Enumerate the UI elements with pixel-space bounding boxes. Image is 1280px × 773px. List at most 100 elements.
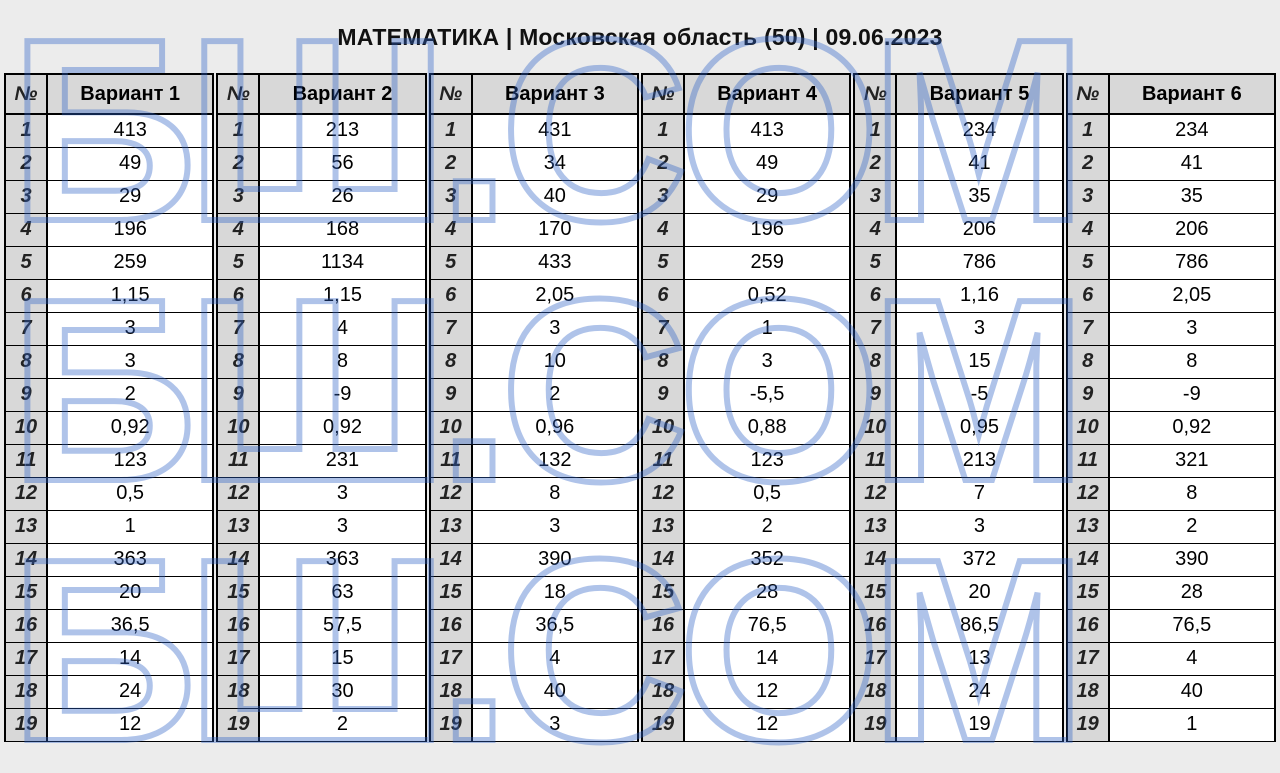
column-header-number: № xyxy=(1067,74,1109,114)
table-row: 11123 xyxy=(5,444,213,477)
table-row: 100,95 xyxy=(854,411,1062,444)
row-number: 3 xyxy=(1067,180,1109,213)
row-number: 19 xyxy=(642,708,684,741)
variant-block: №Вариант 512342413354206578661,16738159-… xyxy=(853,73,1063,742)
table-row: 127 xyxy=(854,477,1062,510)
row-value: 28 xyxy=(684,576,850,609)
row-value: 390 xyxy=(1109,543,1275,576)
table-row: 128 xyxy=(1067,477,1275,510)
table-row: 11321 xyxy=(1067,444,1275,477)
row-value: 363 xyxy=(47,543,213,576)
table-row: 73 xyxy=(5,312,213,345)
row-value: 20 xyxy=(47,576,213,609)
table-row: 1528 xyxy=(1067,576,1275,609)
table-row: 133 xyxy=(430,510,638,543)
table-row: 51134 xyxy=(217,246,425,279)
row-number: 17 xyxy=(642,642,684,675)
table-row: 1686,5 xyxy=(854,609,1062,642)
row-value: 234 xyxy=(896,114,1062,147)
row-value: 8 xyxy=(259,345,425,378)
row-value: 8 xyxy=(1109,477,1275,510)
row-number: 18 xyxy=(5,675,47,708)
row-value: 41 xyxy=(1109,147,1275,180)
row-value: 168 xyxy=(259,213,425,246)
table-row: 326 xyxy=(217,180,425,213)
row-value: 0,92 xyxy=(1109,411,1275,444)
table-row: 9-9 xyxy=(217,378,425,411)
row-number: 16 xyxy=(642,609,684,642)
row-number: 11 xyxy=(5,444,47,477)
row-value: 2 xyxy=(1109,510,1275,543)
row-value: 15 xyxy=(259,642,425,675)
table-row: 5786 xyxy=(854,246,1062,279)
row-value: 3 xyxy=(259,477,425,510)
row-value: 29 xyxy=(47,180,213,213)
row-number: 13 xyxy=(430,510,472,543)
table-row: 1840 xyxy=(430,675,638,708)
page: МАТЕМАТИКА | Московская область (50) | 0… xyxy=(0,0,1280,773)
table-row: 11123 xyxy=(642,444,850,477)
column-header-number: № xyxy=(854,74,896,114)
row-value: 3 xyxy=(472,312,638,345)
row-value: 123 xyxy=(684,444,850,477)
table-row: 131 xyxy=(5,510,213,543)
table-row: 1234 xyxy=(1067,114,1275,147)
table-row: 1213 xyxy=(217,114,425,147)
table-row: 88 xyxy=(217,345,425,378)
row-number: 15 xyxy=(5,576,47,609)
row-number: 18 xyxy=(854,675,896,708)
table-row: 128 xyxy=(430,477,638,510)
row-value: 40 xyxy=(472,180,638,213)
row-value: 0,96 xyxy=(472,411,638,444)
variant-block: №Вариант 314312343404170543362,057381092… xyxy=(429,73,639,742)
row-value: 363 xyxy=(259,543,425,576)
table-row: 11132 xyxy=(430,444,638,477)
row-value: 2,05 xyxy=(1109,279,1275,312)
row-number: 9 xyxy=(217,378,259,411)
row-value: 29 xyxy=(684,180,850,213)
row-number: 17 xyxy=(5,642,47,675)
row-number: 1 xyxy=(854,114,896,147)
table-row: 73 xyxy=(1067,312,1275,345)
row-number: 15 xyxy=(854,576,896,609)
row-value: 3 xyxy=(472,708,638,741)
table-row: 1431 xyxy=(430,114,638,147)
table-row: 132 xyxy=(1067,510,1275,543)
table-row: 1912 xyxy=(5,708,213,741)
variant-table: №Вариант 114132493294196525961,157383921… xyxy=(4,73,214,742)
table-row: 1824 xyxy=(854,675,1062,708)
table-row: 92 xyxy=(5,378,213,411)
row-number: 16 xyxy=(5,609,47,642)
row-number: 12 xyxy=(1067,477,1109,510)
row-number: 14 xyxy=(1067,543,1109,576)
row-value: 15 xyxy=(896,345,1062,378)
table-row: 74 xyxy=(217,312,425,345)
table-row: 1413 xyxy=(642,114,850,147)
row-number: 4 xyxy=(5,213,47,246)
column-header-variant: Вариант 1 xyxy=(47,74,213,114)
row-value: 170 xyxy=(472,213,638,246)
row-number: 7 xyxy=(642,312,684,345)
row-number: 10 xyxy=(5,411,47,444)
row-number: 13 xyxy=(854,510,896,543)
table-row: 4206 xyxy=(854,213,1062,246)
row-value: 1,15 xyxy=(259,279,425,312)
row-value: 259 xyxy=(47,246,213,279)
table-row: 249 xyxy=(5,147,213,180)
row-value: 8 xyxy=(1109,345,1275,378)
row-value: 24 xyxy=(47,675,213,708)
table-row: 1528 xyxy=(642,576,850,609)
row-value: 40 xyxy=(1109,675,1275,708)
row-number: 2 xyxy=(854,147,896,180)
row-value: 3 xyxy=(259,510,425,543)
row-value: 4 xyxy=(1109,642,1275,675)
variant-block: №Вариант 2121325632641685113461,1574889-… xyxy=(216,73,426,742)
row-value: 413 xyxy=(47,114,213,147)
variant-table: №Вариант 512342413354206578661,16738159-… xyxy=(853,73,1063,742)
row-number: 12 xyxy=(5,477,47,510)
row-value: 3 xyxy=(896,510,1062,543)
row-value: 4 xyxy=(472,642,638,675)
table-row: 1636,5 xyxy=(430,609,638,642)
table-row: 132 xyxy=(642,510,850,543)
row-value: 0,88 xyxy=(684,411,850,444)
